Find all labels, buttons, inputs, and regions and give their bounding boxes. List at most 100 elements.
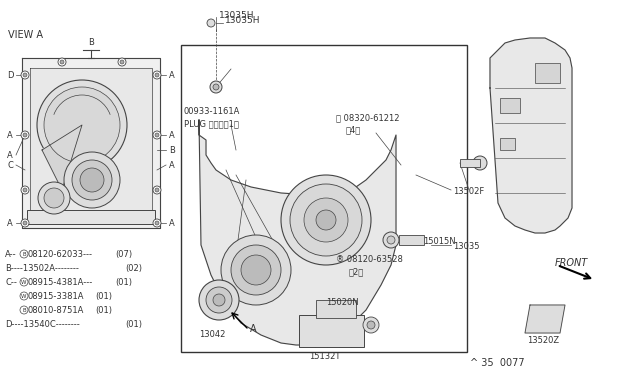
Text: 08120-62033---: 08120-62033---	[27, 250, 92, 259]
Text: B----13502A--------: B----13502A--------	[5, 264, 79, 273]
Circle shape	[290, 184, 362, 256]
Text: B: B	[169, 145, 175, 154]
Text: A: A	[250, 324, 257, 334]
Circle shape	[155, 133, 159, 137]
Bar	[27, 210, 155, 224]
Circle shape	[23, 133, 27, 137]
Text: 13502F: 13502F	[453, 187, 484, 196]
Circle shape	[281, 175, 371, 265]
Circle shape	[64, 152, 120, 208]
Bar	[535, 63, 560, 83]
Circle shape	[221, 235, 291, 305]
Text: (01): (01)	[115, 278, 132, 287]
Text: 13520Z: 13520Z	[527, 336, 559, 345]
Polygon shape	[42, 125, 82, 190]
Text: 15015N: 15015N	[423, 237, 456, 246]
Circle shape	[383, 232, 399, 248]
Circle shape	[213, 84, 219, 90]
Text: W: W	[21, 279, 27, 285]
Bar	[316, 300, 356, 318]
Circle shape	[210, 81, 222, 93]
Text: A: A	[169, 160, 175, 170]
Bar	[399, 235, 424, 245]
Text: B: B	[22, 308, 26, 312]
Polygon shape	[490, 38, 572, 233]
Circle shape	[316, 210, 336, 230]
Bar	[500, 98, 520, 113]
Text: Ⓢ 08320-61212: Ⓢ 08320-61212	[336, 113, 399, 122]
Polygon shape	[30, 68, 152, 220]
Bar	[299, 315, 364, 347]
Circle shape	[21, 186, 29, 194]
Text: B: B	[22, 251, 26, 257]
Text: (02): (02)	[125, 264, 142, 273]
Circle shape	[153, 186, 161, 194]
Text: A: A	[169, 71, 175, 80]
Polygon shape	[199, 120, 396, 345]
Circle shape	[387, 236, 395, 244]
Text: A: A	[169, 218, 175, 228]
Circle shape	[206, 287, 232, 313]
Text: (01): (01)	[95, 306, 112, 315]
Circle shape	[153, 219, 161, 227]
Text: A: A	[169, 131, 175, 140]
Text: D: D	[7, 71, 13, 80]
Polygon shape	[22, 58, 160, 228]
Text: (01): (01)	[125, 320, 142, 329]
Bar	[181, 45, 467, 352]
Text: (01): (01)	[95, 292, 112, 301]
Text: VIEW A: VIEW A	[8, 30, 43, 40]
Text: ® 08120-63528: ® 08120-63528	[336, 255, 403, 264]
Circle shape	[21, 71, 29, 79]
Circle shape	[118, 58, 126, 66]
Circle shape	[155, 188, 159, 192]
Text: 08915-3381A: 08915-3381A	[27, 292, 83, 301]
Text: 15020N: 15020N	[326, 298, 358, 307]
Text: （4）: （4）	[346, 125, 361, 134]
Circle shape	[80, 168, 104, 192]
Circle shape	[21, 131, 29, 139]
Circle shape	[23, 73, 27, 77]
Text: C: C	[7, 160, 13, 170]
Circle shape	[363, 317, 379, 333]
Circle shape	[231, 245, 281, 295]
Text: C--: C--	[5, 278, 17, 287]
Text: 08010-8751A: 08010-8751A	[27, 306, 83, 315]
Circle shape	[72, 160, 112, 200]
Text: 13035: 13035	[453, 242, 479, 251]
Circle shape	[155, 73, 159, 77]
Circle shape	[367, 321, 375, 329]
Bar	[460, 159, 480, 167]
Text: 13042: 13042	[199, 330, 225, 339]
Text: 00933-1161A: 00933-1161A	[184, 107, 241, 116]
Text: D----13540C--------: D----13540C--------	[5, 320, 80, 329]
Text: （2）: （2）	[349, 267, 364, 276]
Text: (07): (07)	[115, 250, 132, 259]
Text: 15132T: 15132T	[309, 352, 340, 361]
Text: 13035H: 13035H	[219, 10, 255, 19]
Circle shape	[304, 198, 348, 242]
Circle shape	[207, 19, 215, 27]
Text: A--: A--	[5, 250, 17, 259]
Polygon shape	[525, 305, 565, 333]
Text: 13035H: 13035H	[225, 16, 260, 25]
Circle shape	[153, 131, 161, 139]
Bar	[500, 138, 515, 150]
Text: B: B	[88, 38, 94, 47]
Circle shape	[60, 60, 64, 64]
Text: ^ 35  0077: ^ 35 0077	[470, 358, 525, 368]
Circle shape	[473, 156, 487, 170]
Text: PLUG プラグ（1）: PLUG プラグ（1）	[184, 119, 239, 128]
Circle shape	[37, 80, 127, 170]
Circle shape	[38, 182, 70, 214]
Circle shape	[153, 71, 161, 79]
Text: A: A	[7, 151, 13, 160]
Circle shape	[23, 221, 27, 225]
Circle shape	[21, 219, 29, 227]
Circle shape	[120, 60, 124, 64]
Circle shape	[241, 255, 271, 285]
Text: A: A	[7, 131, 13, 140]
Circle shape	[213, 294, 225, 306]
Text: FRONT: FRONT	[555, 258, 588, 268]
Text: A: A	[7, 218, 13, 228]
